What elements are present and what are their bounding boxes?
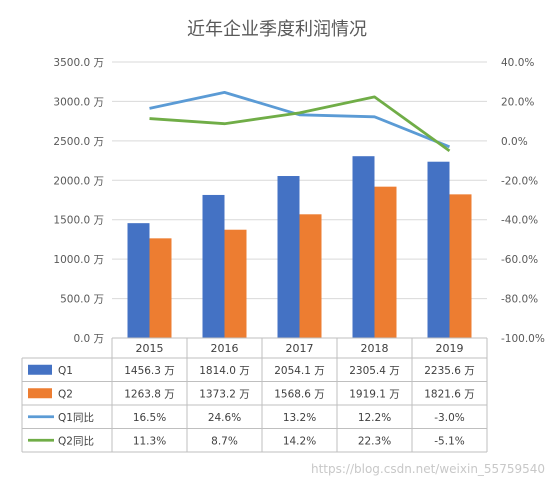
table-cell-value: 14.2% xyxy=(283,435,316,447)
table-cell-value: 11.3% xyxy=(133,435,166,447)
legend-label: Q1 xyxy=(58,365,73,377)
category-label: 2017 xyxy=(286,342,314,355)
legend-key-q1 xyxy=(28,364,52,375)
category-label: 2016 xyxy=(211,342,239,355)
line-series-1 xyxy=(149,90,451,149)
bar-q2-2015 xyxy=(149,238,172,338)
table-cell-value: 8.7% xyxy=(211,435,238,447)
table-cell-value: 2305.4 万 xyxy=(349,365,400,377)
table-cell-value: 12.2% xyxy=(358,412,391,424)
table-cell-value: 1568.6 万 xyxy=(274,388,325,400)
table-cell-value: -3.0% xyxy=(434,412,464,424)
table-cell-value: 2235.6 万 xyxy=(424,365,475,377)
legend-label: Q1同比 xyxy=(58,411,94,424)
table-cell-value: 1373.2 万 xyxy=(199,388,250,400)
bar-q1-2019 xyxy=(427,161,450,338)
y-tick-label: 2500.0 万 xyxy=(53,136,104,148)
legend-label: Q2同比 xyxy=(58,434,94,447)
table-cell-value: 1263.8 万 xyxy=(124,388,175,400)
bar-q2-2017 xyxy=(299,214,322,338)
bar-q1-2018 xyxy=(352,156,375,338)
bar-q1-2017 xyxy=(277,176,300,338)
line-series-2 xyxy=(149,95,451,153)
y2-tick-label: -40.0% xyxy=(501,215,538,227)
table-cell-value: 1821.6 万 xyxy=(424,388,475,400)
table-cell-value: 24.6% xyxy=(208,412,241,424)
watermark: https://blog.csdn.net/weixin_55759540 xyxy=(311,462,545,476)
y2-tick-label: -20.0% xyxy=(501,175,538,187)
y2-tick-label: -100.0% xyxy=(501,333,545,345)
y-tick-label: 3000.0 万 xyxy=(53,96,104,108)
category-label: 2018 xyxy=(361,342,389,355)
legend-key-q2 xyxy=(28,388,52,399)
y2-tick-label: -80.0% xyxy=(501,294,538,306)
y-tick-label: 1500.0 万 xyxy=(53,215,104,227)
table-cell-value: 1919.1 万 xyxy=(349,388,400,400)
bar-q2-2016 xyxy=(224,229,247,338)
data-table: 2015 2016 2017 2018 2019 Q1 1456.3 万 1814.0 万 20… xyxy=(21,337,488,453)
y2-tick-label: 0.0% xyxy=(501,136,528,148)
category-label: 2015 xyxy=(136,342,164,355)
bar-q1-2016 xyxy=(202,194,225,338)
y2-tick-label: -60.0% xyxy=(501,254,538,266)
y2-tick-label: 40.0% xyxy=(501,57,534,69)
left-axis: 0.0 万 500.0 万 1000.0 万 1500.0 万 2000.0 万 2500… xyxy=(53,57,104,345)
table-cell-value: 1814.0 万 xyxy=(199,365,250,377)
y-tick-label: 2000.0 万 xyxy=(53,175,104,187)
bar-q2-2019 xyxy=(449,194,472,338)
y-tick-label: 1000.0 万 xyxy=(53,254,104,266)
y-tick-label: 3500.0 万 xyxy=(53,57,104,69)
right-axis: -100.0% -80.0% -60.0% -40.0% -20.0% 0.0% 20.0%… xyxy=(501,57,545,345)
table-cell-value: 1456.3 万 xyxy=(124,365,175,377)
y2-tick-label: 20.0% xyxy=(501,96,534,108)
category-label: 2019 xyxy=(436,342,464,355)
bar-q2-2018 xyxy=(374,186,397,338)
lines xyxy=(149,90,451,153)
legend-label: Q2 xyxy=(58,388,73,400)
chart-title: 近年企业季度利润情况 xyxy=(187,19,367,40)
bar-q1-2015 xyxy=(127,223,150,338)
table-cell-value: -5.1% xyxy=(434,435,464,447)
table-cell-value: 13.2% xyxy=(283,412,316,424)
y-tick-label: 500.0 万 xyxy=(60,294,104,306)
table-cell-value: 16.5% xyxy=(133,412,166,424)
table-cell-value: 2054.1 万 xyxy=(274,365,325,377)
y-tick-label: 0.0 万 xyxy=(73,333,104,345)
table-cell-value: 22.3% xyxy=(358,435,391,447)
bars xyxy=(127,156,472,338)
